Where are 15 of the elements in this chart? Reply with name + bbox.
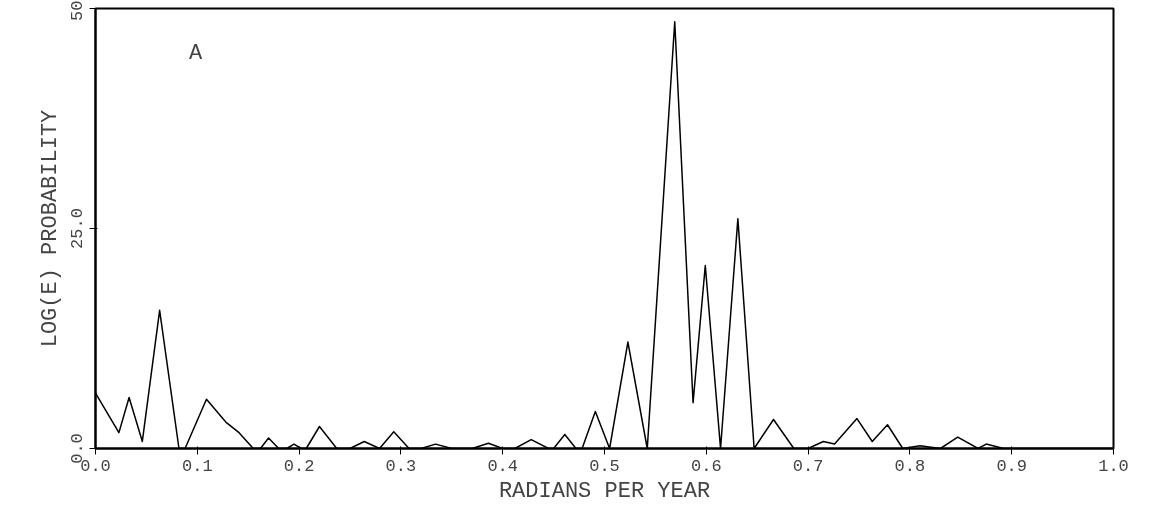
y-axis-title: LOG(E) PROBABILITY — [37, 109, 63, 348]
x-tick-label: 0.3 — [385, 456, 417, 476]
y-tick-label: 50 — [67, 0, 87, 21]
x-tick-label: 1.0 — [1098, 456, 1129, 476]
x-tick-label: 0.8 — [894, 456, 926, 476]
x-tick-label: 0.2 — [283, 456, 315, 476]
y-tick-label: 25.0 — [67, 208, 87, 249]
x-tick-label: 0.7 — [792, 456, 824, 476]
x-tick-label: 0.1 — [182, 456, 213, 476]
x-tick-label: 0.4 — [487, 456, 519, 476]
annotation: A — [188, 41, 203, 66]
x-tick-label: 0.6 — [691, 456, 722, 476]
x-tick-label: 0.5 — [589, 456, 620, 476]
x-axis-title: RADIANS PER YEAR — [498, 478, 711, 504]
x-tick-label: 0.9 — [996, 456, 1028, 476]
